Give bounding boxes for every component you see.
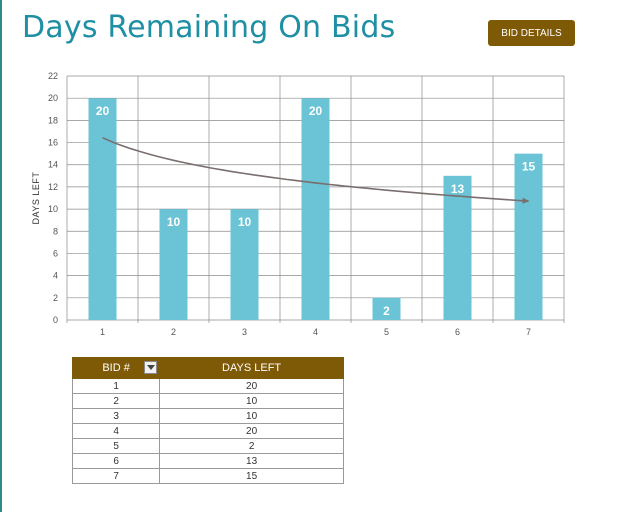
days-left-header: DAYS LEFT <box>159 357 344 379</box>
days-left-cell: 15 <box>159 468 344 484</box>
x-tick-label: 7 <box>526 327 531 337</box>
bid-number-header[interactable]: BID # <box>71 357 161 379</box>
x-tick-label: 1 <box>100 327 105 337</box>
bar-data-label: 15 <box>522 160 536 174</box>
table-row: 4 20 <box>71 423 344 439</box>
y-tick-label: 0 <box>53 315 58 325</box>
y-tick-label: 8 <box>53 226 58 236</box>
chevron-down-icon <box>146 365 155 370</box>
days-left-cell: 10 <box>159 393 344 409</box>
y-tick-label: 4 <box>53 271 58 281</box>
x-tick-label: 3 <box>242 327 247 337</box>
days-left-cell: 10 <box>159 408 344 424</box>
bar <box>372 297 401 320</box>
bar-data-label: 13 <box>451 182 465 196</box>
bar-data-label: 10 <box>167 215 181 229</box>
bar-data-label: 10 <box>238 215 252 229</box>
table-row: 5 2 <box>71 438 344 454</box>
bid-number-header-label: BID # <box>102 362 130 374</box>
bar <box>514 153 543 320</box>
days-left-cell: 20 <box>159 423 344 439</box>
x-tick-label: 2 <box>171 327 176 337</box>
y-tick-label: 6 <box>53 248 58 258</box>
x-tick-label: 4 <box>313 327 318 337</box>
bar <box>88 98 117 320</box>
bar-data-label: 20 <box>309 104 323 118</box>
table-row: 3 10 <box>71 408 344 424</box>
y-tick-label: 2 <box>53 293 58 303</box>
days-left-cell: 20 <box>159 378 344 394</box>
filter-dropdown-button[interactable] <box>144 361 158 374</box>
table-row: 6 13 <box>71 453 344 469</box>
y-tick-label: 18 <box>48 115 58 125</box>
y-tick-label: 14 <box>48 160 58 170</box>
table-row: 2 10 <box>71 393 344 409</box>
bid-number-cell: 6 <box>71 453 161 469</box>
bid-number-cell: 3 <box>71 408 161 424</box>
bar-data-label: 20 <box>96 104 110 118</box>
days-left-cell: 2 <box>159 438 344 454</box>
bar <box>230 209 259 320</box>
y-tick-label: 22 <box>48 71 58 81</box>
days-left-cell: 13 <box>159 453 344 469</box>
trendline-arrow <box>102 136 530 204</box>
left-accent-rule <box>0 0 2 512</box>
bar <box>301 98 330 320</box>
bid-details-button[interactable]: BID DETAILS <box>488 20 575 46</box>
table-row: 7 15 <box>71 468 344 484</box>
bar <box>443 175 472 320</box>
y-tick-label: 10 <box>48 204 58 214</box>
table-row: 1 20 <box>71 378 344 394</box>
x-tick-label: 6 <box>455 327 460 337</box>
y-tick-label: 12 <box>48 182 58 192</box>
bid-number-cell: 1 <box>71 378 161 394</box>
bid-number-cell: 5 <box>71 438 161 454</box>
bid-number-cell: 7 <box>71 468 161 484</box>
y-tick-label: 20 <box>48 93 58 103</box>
bid-table: BID # DAYS LEFT 1 20 2 10 3 10 4 20 5 2 <box>71 357 344 484</box>
y-tick-label: 16 <box>48 138 58 148</box>
bid-number-cell: 4 <box>71 423 161 439</box>
page-title: Days Remaining On Bids <box>22 10 396 45</box>
x-tick-label: 5 <box>384 327 389 337</box>
bar-data-label: 2 <box>383 304 390 318</box>
y-axis-title: DAYS LEFT <box>31 172 41 225</box>
bar <box>159 209 188 320</box>
bid-number-cell: 2 <box>71 393 161 409</box>
